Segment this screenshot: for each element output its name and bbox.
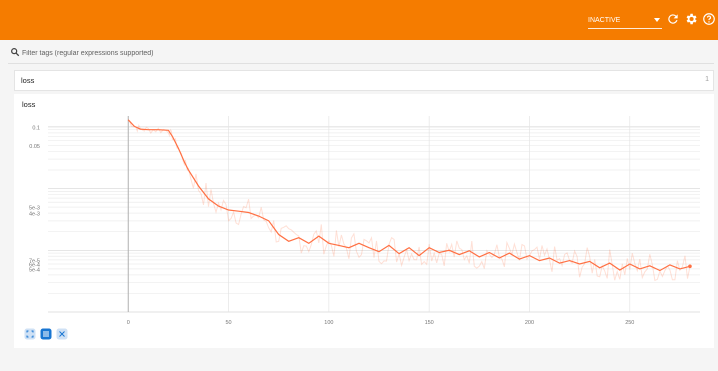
series-smoothed-line bbox=[127, 119, 691, 272]
y-tick-label: 4e-3 bbox=[29, 212, 40, 218]
run-selector-dropdown[interactable]: INACTIVE bbox=[588, 12, 662, 29]
chevron-down-icon bbox=[654, 18, 660, 22]
tag-filter-bar bbox=[8, 44, 714, 64]
x-tick-label: 250 bbox=[625, 320, 634, 326]
settings-gear-icon[interactable] bbox=[684, 12, 698, 26]
x-tick-label: 150 bbox=[425, 320, 434, 326]
x-tick-label: 0 bbox=[127, 320, 130, 326]
help-icon[interactable] bbox=[702, 12, 716, 26]
tag-filter-input[interactable] bbox=[22, 46, 422, 60]
series-last-point bbox=[688, 264, 692, 269]
y-tick-label: 6e-4 bbox=[29, 262, 40, 268]
chart-card-title: loss bbox=[22, 100, 36, 109]
run-selector-value: INACTIVE bbox=[588, 17, 621, 24]
x-tick-label: 200 bbox=[525, 320, 534, 326]
x-tick-label: 100 bbox=[324, 320, 333, 326]
y-tick-label: 5e-4 bbox=[29, 267, 40, 273]
top-app-bar: INACTIVE bbox=[0, 0, 718, 40]
fit-domain-icon[interactable] bbox=[24, 328, 36, 340]
chart-x-axis-labels: 0 50 100 150 200 250 bbox=[127, 320, 635, 326]
chart-series bbox=[127, 119, 692, 282]
search-icon bbox=[11, 48, 20, 57]
tag-group-header[interactable]: loss 1 bbox=[14, 70, 714, 91]
download-icon[interactable] bbox=[56, 328, 68, 340]
series-raw-line bbox=[127, 119, 691, 282]
x-tick-label: 50 bbox=[225, 320, 231, 326]
y-tick-label: 5e-3 bbox=[29, 206, 40, 212]
y-tick-label: 0.05 bbox=[29, 144, 40, 150]
tag-group-count: 1 bbox=[705, 76, 709, 83]
chart-grid-vertical bbox=[127, 116, 631, 312]
y-tick-label: 0.1 bbox=[32, 125, 40, 131]
y-tick-label: 7e-5 bbox=[29, 258, 40, 264]
log-scale-icon[interactable] bbox=[40, 328, 52, 340]
chart-grid-horizontal bbox=[48, 126, 700, 313]
tag-group-title: loss bbox=[21, 76, 35, 85]
chart-y-axis-labels: 0.1 0.05 5e-34e-3 6e-45e-4 7e-5 bbox=[29, 125, 40, 273]
